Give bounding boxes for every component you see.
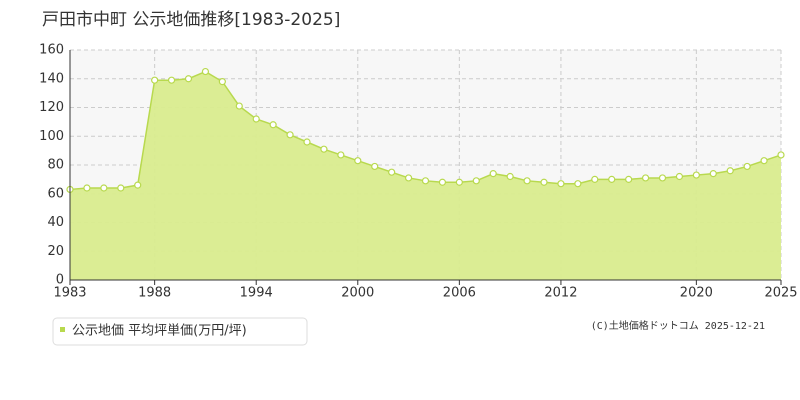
- point: [354, 157, 362, 165]
- point: [489, 170, 497, 178]
- point: [557, 180, 565, 188]
- point: [388, 168, 396, 176]
- point: [421, 177, 430, 185]
- y-tick-label: 0: [56, 273, 64, 288]
- point: [692, 171, 700, 179]
- point: [269, 121, 277, 129]
- point: [117, 184, 125, 192]
- x-tick-label: 2025: [764, 286, 797, 301]
- point: [472, 177, 480, 185]
- point: [404, 174, 413, 182]
- legend-label: 公示地価 平均坪単価(万円/坪): [72, 323, 247, 339]
- y-tick-label: 40: [47, 215, 64, 230]
- x-tick-label: 1988: [138, 286, 171, 301]
- point: [100, 184, 108, 192]
- x-tick-label: 2020: [680, 286, 713, 301]
- legend-swatch: [60, 327, 65, 332]
- point: [506, 172, 514, 181]
- point: [658, 174, 667, 182]
- point: [743, 162, 751, 171]
- y-tick-label: 60: [47, 186, 64, 201]
- point: [218, 78, 226, 86]
- point: [83, 184, 91, 192]
- point: [438, 178, 447, 186]
- point: [455, 178, 463, 186]
- y-tick-label: 120: [39, 100, 64, 115]
- point: [337, 151, 345, 159]
- y-tick-label: 100: [39, 129, 64, 144]
- x-tick-label: 1983: [53, 286, 86, 301]
- x-tick-label: 1994: [240, 286, 273, 301]
- point: [371, 162, 379, 171]
- point: [709, 170, 717, 178]
- x-tick-label: 2000: [341, 286, 374, 301]
- legend-box: [52, 317, 308, 346]
- point: [591, 175, 599, 183]
- point: [320, 145, 328, 153]
- y-tick-label: 160: [39, 43, 64, 58]
- y-tick-label: 20: [47, 244, 64, 259]
- point: [303, 138, 311, 146]
- point: [726, 167, 734, 175]
- chart-title: 戸田市中町 公示地価推移[1983-2025]: [42, 10, 340, 30]
- point: [675, 172, 684, 181]
- point: [184, 75, 193, 83]
- point: [523, 177, 531, 185]
- point: [235, 102, 243, 110]
- area: [70, 71, 781, 280]
- point: [134, 181, 142, 189]
- y-tick-label: 140: [39, 71, 64, 86]
- y-tick-label: 80: [47, 158, 64, 173]
- source: (C)土地価格ドットコム 2025-12-21: [591, 319, 765, 332]
- point: [777, 151, 785, 159]
- point: [760, 157, 768, 165]
- x-tick-label: 2012: [544, 286, 577, 301]
- point: [286, 131, 294, 139]
- point: [608, 175, 616, 183]
- point: [625, 175, 633, 183]
- point: [252, 115, 260, 123]
- x-tick-label: 2006: [443, 286, 476, 301]
- point: [540, 178, 548, 186]
- point: [167, 76, 176, 84]
- point: [151, 76, 159, 84]
- point: [641, 174, 650, 182]
- point: [574, 180, 582, 188]
- point: [201, 67, 210, 76]
